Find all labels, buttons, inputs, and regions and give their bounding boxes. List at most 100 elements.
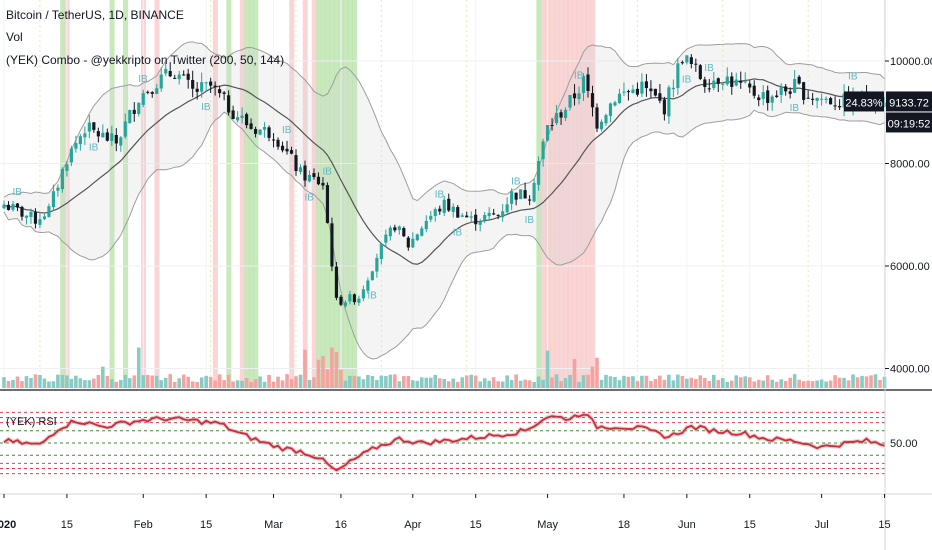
volume-bar bbox=[851, 375, 855, 388]
volume-bar bbox=[447, 381, 451, 388]
candle-body bbox=[645, 81, 648, 88]
candle-body bbox=[573, 93, 576, 98]
volume-bar bbox=[339, 370, 343, 388]
candle-body bbox=[335, 267, 338, 298]
volume-bar bbox=[227, 375, 231, 388]
candle-body bbox=[443, 200, 446, 213]
candle-body bbox=[717, 78, 720, 84]
indicator-legend[interactable]: (YEK) Combo - @yekkripto on Twitter (200… bbox=[6, 53, 284, 67]
volume-bar bbox=[209, 377, 213, 388]
volume-bar bbox=[532, 382, 536, 388]
candle-body bbox=[128, 110, 131, 123]
volume-bar bbox=[110, 379, 114, 388]
candle-body bbox=[133, 110, 136, 114]
volume-bar bbox=[200, 377, 204, 388]
volume-bar bbox=[591, 367, 595, 388]
volume-bar bbox=[47, 381, 51, 388]
volume-bar bbox=[312, 377, 316, 388]
candle-body bbox=[160, 75, 163, 89]
volume-bar bbox=[38, 375, 42, 388]
ib-marker: IB bbox=[574, 70, 584, 81]
volume-bar bbox=[83, 380, 87, 388]
candle-body bbox=[191, 80, 194, 89]
volume-bar bbox=[573, 359, 577, 388]
candle-body bbox=[182, 74, 185, 75]
candle-body bbox=[101, 133, 104, 138]
candle-body bbox=[564, 110, 567, 118]
volume-bar bbox=[204, 376, 208, 388]
candle-body bbox=[389, 228, 392, 236]
volume-bar bbox=[784, 381, 788, 388]
volume-bar bbox=[788, 378, 792, 388]
volume-bar bbox=[389, 375, 393, 388]
candle-body bbox=[281, 146, 284, 151]
volume-bar bbox=[478, 381, 482, 388]
volume-bar bbox=[61, 375, 65, 388]
ib-marker: IB bbox=[304, 192, 314, 203]
volume-bar bbox=[770, 380, 774, 388]
volume-bar bbox=[712, 375, 716, 388]
volume-bar bbox=[586, 375, 590, 388]
volume-bar bbox=[802, 381, 806, 388]
candle-body bbox=[411, 239, 414, 248]
volume-bar bbox=[595, 358, 599, 388]
volume-bar bbox=[640, 376, 644, 388]
candle-body bbox=[663, 99, 666, 114]
volume-bar bbox=[294, 376, 298, 388]
candle-body bbox=[200, 82, 203, 92]
candle-body bbox=[312, 173, 315, 177]
rsi-level-label: 50.00 bbox=[890, 438, 918, 450]
candle-body bbox=[537, 161, 540, 185]
candle-body bbox=[672, 88, 675, 89]
candle-body bbox=[7, 205, 10, 210]
candle-body bbox=[407, 238, 410, 248]
candle-body bbox=[762, 92, 765, 99]
candle-body bbox=[290, 150, 293, 154]
y-tick-label: 6000.00 bbox=[890, 261, 930, 273]
x-tick-label: 15 bbox=[61, 519, 73, 531]
rsi-legend[interactable]: (YEK) RSI bbox=[6, 416, 57, 428]
candle-body bbox=[703, 79, 706, 87]
candle-body bbox=[285, 149, 288, 152]
candle-body bbox=[470, 216, 473, 217]
volume-bar bbox=[424, 378, 428, 388]
volume-bar bbox=[878, 380, 882, 388]
volume-bar bbox=[460, 377, 464, 388]
candle-body bbox=[829, 98, 832, 104]
candle-body bbox=[97, 131, 100, 136]
candle-body bbox=[344, 302, 347, 306]
candle-body bbox=[353, 294, 356, 302]
volume-bar bbox=[672, 380, 676, 388]
candle-body bbox=[294, 155, 297, 171]
candle-body bbox=[245, 114, 248, 125]
candle-body bbox=[784, 86, 787, 91]
volume-bar bbox=[856, 377, 860, 388]
volume-bar bbox=[775, 382, 779, 388]
volume-bar bbox=[757, 380, 761, 388]
candle-body bbox=[142, 93, 145, 105]
volume-bar bbox=[254, 379, 258, 388]
candle-body bbox=[721, 84, 724, 85]
volume-legend[interactable]: Vol bbox=[6, 30, 23, 44]
candle-body bbox=[317, 177, 320, 184]
price-badge-text: 9133.72 bbox=[889, 97, 929, 109]
volume-bar bbox=[442, 379, 446, 388]
candle-body bbox=[348, 294, 351, 301]
candle-body bbox=[591, 93, 594, 107]
volume-bar bbox=[779, 379, 783, 388]
volume-bar bbox=[16, 376, 20, 388]
volume-bar bbox=[141, 375, 145, 388]
volume-bar bbox=[119, 380, 123, 388]
candle-body bbox=[137, 103, 140, 114]
volume-bar bbox=[177, 378, 181, 388]
symbol-title[interactable]: Bitcoin / TetherUS, 1D, BINANCE bbox=[6, 8, 184, 22]
candle-body bbox=[43, 216, 46, 219]
ib-marker: IB bbox=[511, 177, 521, 188]
candle-body bbox=[38, 219, 41, 225]
volume-bar bbox=[743, 376, 747, 388]
candle-body bbox=[712, 81, 715, 88]
candle-body bbox=[326, 185, 329, 223]
volume-bar bbox=[362, 379, 366, 388]
volume-bar bbox=[258, 376, 262, 388]
